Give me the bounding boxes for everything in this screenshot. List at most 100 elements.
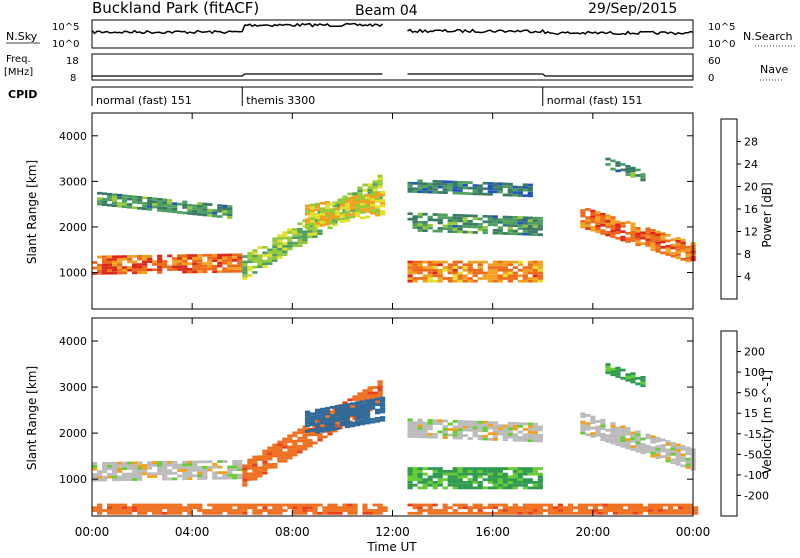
echo-cell <box>457 279 463 283</box>
echo-cell <box>232 509 238 512</box>
echo-cell <box>344 403 351 406</box>
echo-cell <box>257 246 263 249</box>
echo-cell <box>282 509 288 512</box>
echo-cell <box>187 460 193 464</box>
echo-cell <box>655 230 661 234</box>
echo-cell <box>267 449 273 453</box>
echo-cell <box>522 266 528 269</box>
echo-cell <box>202 468 208 472</box>
echo-cell <box>457 186 463 190</box>
echo-cell <box>532 472 538 476</box>
echo-cell <box>640 378 646 382</box>
echo-cell <box>167 201 173 205</box>
echo-cell <box>417 435 423 439</box>
echo-cell <box>647 506 654 510</box>
echo-cell <box>645 230 651 233</box>
echo-cell <box>452 483 458 487</box>
echo-cell <box>192 466 198 469</box>
echo-cell <box>292 236 298 239</box>
echo-cell <box>507 277 513 280</box>
velocity-colorbar-tick-label: 50 <box>744 387 758 400</box>
echo-cell <box>512 229 518 233</box>
echo-cell <box>615 369 621 373</box>
echo-cell <box>685 460 691 464</box>
echo-cell <box>117 511 123 515</box>
echo-cell <box>427 467 433 470</box>
echo-cell <box>635 229 641 233</box>
echo-cell <box>422 221 428 224</box>
echo-cell <box>562 506 568 510</box>
echo-cell <box>507 191 513 194</box>
echo-cell <box>417 421 423 425</box>
echo-cell <box>304 429 311 433</box>
echo-cell <box>107 475 113 479</box>
echo-cell <box>527 506 533 510</box>
echo-cell <box>422 266 428 269</box>
echo-cell <box>532 233 538 236</box>
echo-cell <box>380 210 386 213</box>
echo-cell <box>122 472 128 476</box>
echo-cell <box>670 254 676 258</box>
nave-tick-bottom: 0 <box>708 73 714 84</box>
echo-cell <box>625 438 631 441</box>
echo-cell <box>182 262 188 266</box>
power-colorbar-tick-label: 12 <box>744 226 758 239</box>
echo-cell <box>329 417 336 420</box>
echo-cell <box>590 212 596 216</box>
velocity-colorbar-tick-label: -200 <box>744 489 769 502</box>
echo-cell <box>287 231 293 234</box>
echo-cell <box>477 481 483 484</box>
echo-cell <box>212 474 218 477</box>
echo-cell <box>630 377 636 381</box>
echo-cell <box>605 434 611 438</box>
echo-cell <box>417 220 423 224</box>
echo-cell <box>457 483 463 487</box>
echo-cell <box>620 168 626 172</box>
echo-cell <box>297 450 303 454</box>
echo-cell <box>307 235 313 239</box>
echo-cell <box>452 271 458 275</box>
echo-cell <box>417 429 423 433</box>
nsearch-tick-top: 10^5 <box>708 22 735 33</box>
echo-cell <box>242 503 248 507</box>
echo-cell <box>344 419 351 423</box>
echo-cell <box>497 424 503 428</box>
echo-cell <box>422 187 428 191</box>
echo-cell <box>127 509 133 512</box>
echo-cell <box>262 449 268 453</box>
echo-cell <box>670 444 676 448</box>
echo-cell <box>147 509 153 512</box>
x-tick-label: 20:00 <box>576 525 611 539</box>
echo-cell <box>477 266 483 269</box>
echo-cell <box>282 250 288 254</box>
echo-cell <box>635 232 641 236</box>
echo-cell <box>462 186 468 190</box>
echo-cell <box>680 445 686 448</box>
echo-cell <box>432 180 438 183</box>
echo-cell <box>605 428 611 432</box>
echo-cell <box>227 213 233 217</box>
echo-cell <box>640 173 646 176</box>
echo-cell <box>537 509 543 512</box>
echo-cell <box>462 470 468 473</box>
echo-cell <box>112 509 118 512</box>
echo-cell <box>645 227 651 231</box>
echo-cell <box>277 248 283 251</box>
echo-cell <box>502 435 508 439</box>
echo-cell <box>162 463 168 467</box>
echo-cell <box>122 257 128 261</box>
echo-cell <box>297 447 303 451</box>
echo-cell <box>502 430 508 433</box>
echo-cell <box>625 443 631 447</box>
echo-cell <box>625 427 631 430</box>
echo-cell <box>502 486 508 490</box>
echo-cell <box>157 506 163 510</box>
echo-cell <box>517 475 523 479</box>
echo-cell <box>247 472 253 476</box>
echo-cell <box>482 260 488 264</box>
echo-cell <box>512 191 518 194</box>
echo-cell <box>237 267 243 270</box>
echo-cell <box>262 251 268 255</box>
echo-cell <box>595 433 601 437</box>
echo-cell <box>693 511 699 515</box>
